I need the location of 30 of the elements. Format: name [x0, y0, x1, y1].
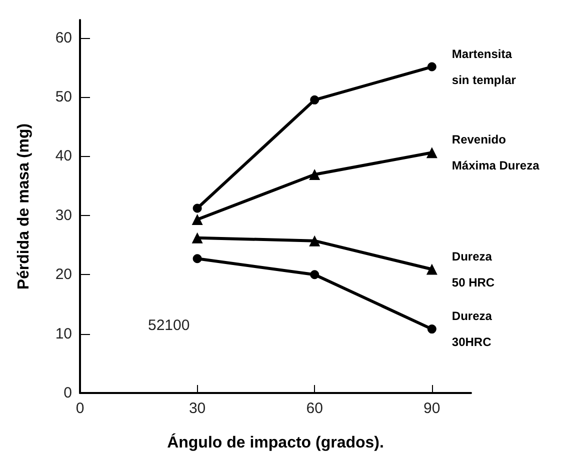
point: [426, 147, 438, 158]
y-tick-label: 50: [55, 88, 72, 106]
y-tick-label: 10: [55, 325, 72, 342]
point: [427, 324, 436, 334]
point: [192, 254, 202, 264]
y-axis-title: Pérdida de masa (mg): [16, 123, 32, 290]
series-label: Dureza 30HRC: [452, 309, 492, 350]
series-label: Revenido Máxima Dureza: [452, 132, 540, 173]
point: [426, 264, 438, 275]
point: [310, 270, 320, 280]
point: [192, 232, 203, 244]
y-tick-label: 20: [55, 266, 72, 284]
annotation: 52100: [148, 317, 190, 334]
point: [309, 169, 320, 180]
point: [192, 204, 202, 213]
y-tick-label: 0: [64, 384, 72, 402]
point: [310, 95, 320, 104]
y-tick-label: 60: [55, 29, 72, 46]
x-tick-label: 60: [306, 400, 323, 417]
point: [309, 235, 320, 246]
series-label: Dureza 50 HRC: [452, 249, 495, 290]
x-axis-title: Ángulo de impacto (grados).: [167, 432, 384, 452]
point: [427, 62, 436, 72]
x-tick-label: 0: [76, 400, 84, 417]
y-tick-label: 40: [55, 148, 72, 165]
x-tick-label: 90: [424, 400, 440, 417]
point: [192, 214, 203, 226]
y-tick-label: 30: [55, 206, 72, 224]
series-label: Martensita sin templar: [452, 46, 516, 87]
x-tick-label: 30: [188, 400, 206, 417]
